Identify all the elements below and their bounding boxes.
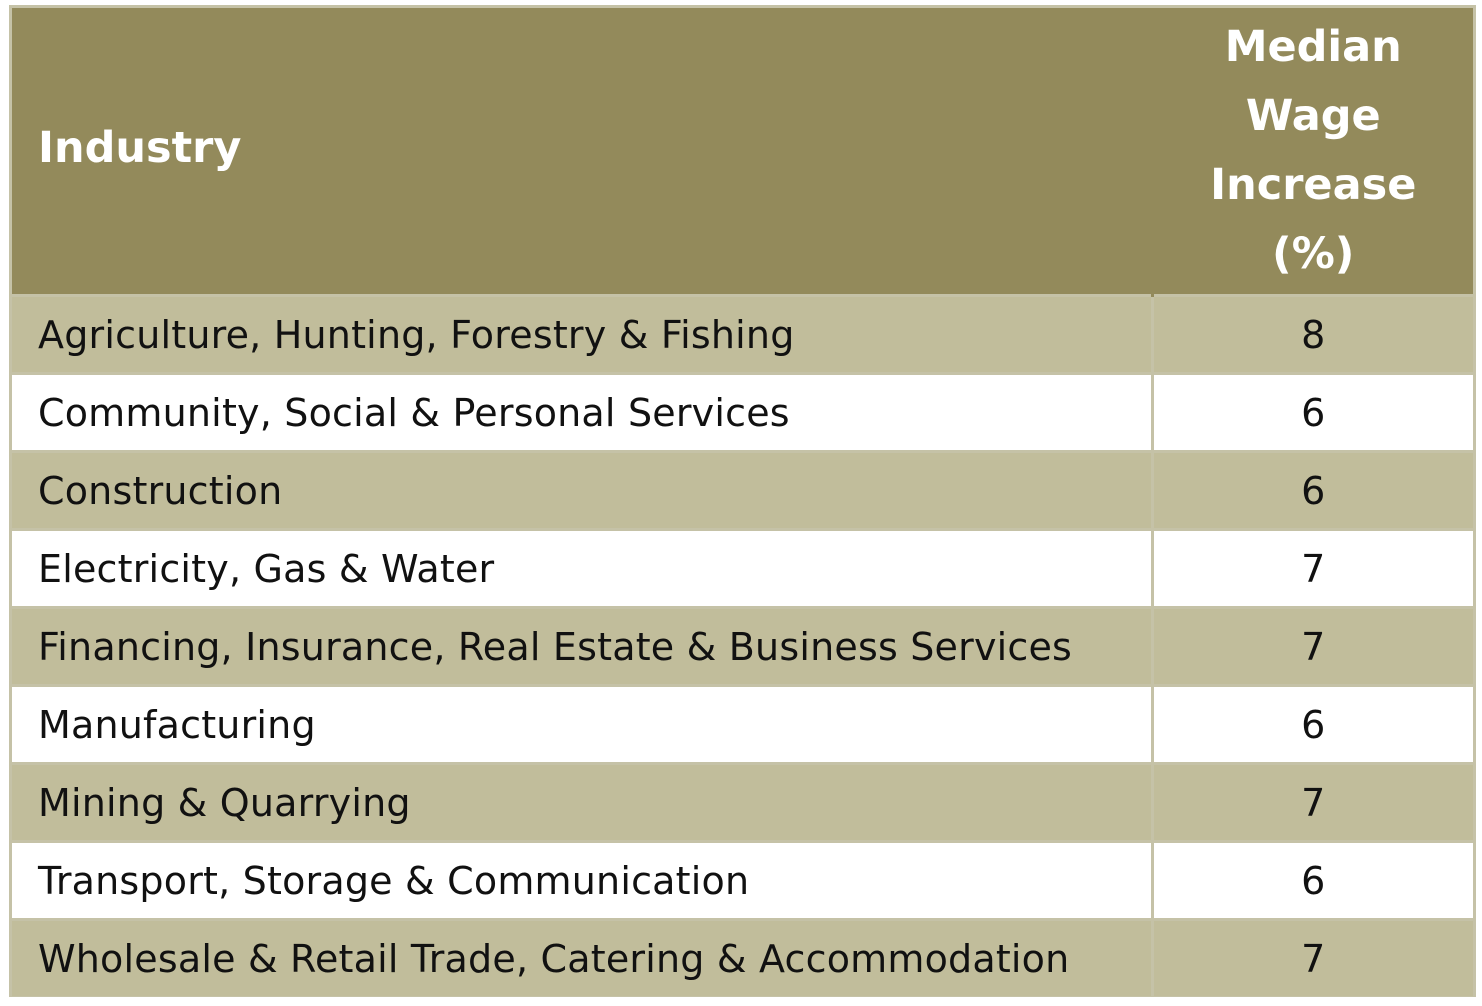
wage-increase-cell: 8 — [1150, 294, 1473, 374]
industry-cell: Mining & Quarrying — [12, 762, 1152, 842]
table-row: Community, Social & Personal Services 6 — [12, 372, 1473, 452]
header-row: Industry Median Wage Increase (%) — [12, 8, 1473, 296]
table-row: Transport, Storage & Communication 6 — [12, 840, 1473, 920]
table-row: Wholesale & Retail Trade, Catering & Acc… — [12, 918, 1473, 996]
table-row: Mining & Quarrying 7 — [12, 762, 1473, 842]
wage-increase-cell: 6 — [1150, 372, 1473, 452]
industry-cell: Transport, Storage & Communication — [12, 840, 1152, 920]
table-header: Industry Median Wage Increase (%) — [12, 8, 1473, 296]
industry-cell: Manufacturing — [12, 684, 1152, 764]
header-line: Median — [1224, 22, 1402, 72]
industry-column-header: Industry — [12, 8, 1152, 296]
table-row: Financing, Insurance, Real Estate & Busi… — [12, 606, 1473, 686]
industry-cell: Community, Social & Personal Services — [12, 372, 1152, 452]
median-wage-increase-column-header: Median Wage Increase (%) — [1150, 8, 1473, 296]
wage-increase-cell: 6 — [1150, 684, 1473, 764]
header-line: Wage — [1245, 91, 1381, 141]
wage-increase-cell: 7 — [1150, 918, 1473, 996]
wage-increase-cell: 7 — [1150, 606, 1473, 686]
industry-cell: Financing, Insurance, Real Estate & Busi… — [12, 606, 1152, 686]
industry-cell: Agriculture, Hunting, Forestry & Fishing — [12, 294, 1152, 374]
wage-increase-table: Industry Median Wage Increase (%) Agricu… — [12, 8, 1473, 996]
table-body: Agriculture, Hunting, Forestry & Fishing… — [12, 294, 1473, 996]
header-line: Increase — [1210, 160, 1417, 210]
industry-cell: Electricity, Gas & Water — [12, 528, 1152, 608]
wage-increase-cell: 6 — [1150, 450, 1473, 530]
industry-cell: Wholesale & Retail Trade, Catering & Acc… — [12, 918, 1152, 996]
wage-increase-cell: 6 — [1150, 840, 1473, 920]
industry-cell: Construction — [12, 450, 1152, 530]
table-row: Construction 6 — [12, 450, 1473, 530]
table-row: Agriculture, Hunting, Forestry & Fishing… — [12, 294, 1473, 374]
wage-increase-cell: 7 — [1150, 762, 1473, 842]
table-row: Electricity, Gas & Water 7 — [12, 528, 1473, 608]
wage-increase-cell: 7 — [1150, 528, 1473, 608]
table-row: Manufacturing 6 — [12, 684, 1473, 764]
header-line: (%) — [1272, 229, 1355, 279]
